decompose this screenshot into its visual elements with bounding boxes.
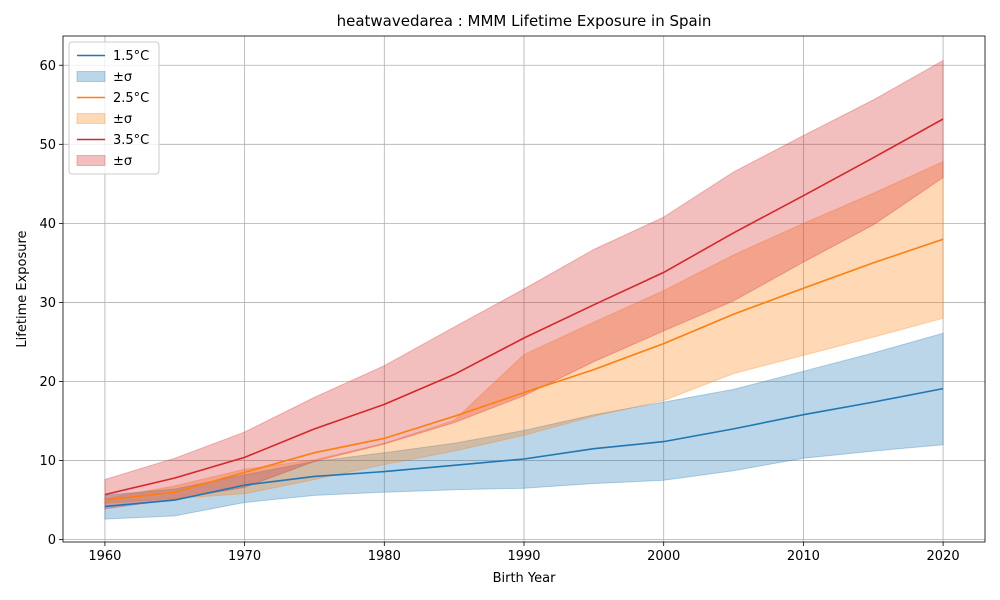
grid-layer [63,36,985,542]
legend-band-swatch [76,113,106,124]
chart-title: heatwavedarea : MMM Lifetime Exposure in… [337,12,712,30]
y-tick-label: 50 [39,138,56,153]
band-1-5-C [104,332,944,520]
legend-band-label: ±σ [113,154,132,169]
legend-band-label: ±σ [113,112,132,127]
y-tick-label: 0 [48,533,56,548]
legend-label: 3.5°C [113,133,149,148]
y-axis-title: Lifetime Exposure [15,230,30,347]
series-line-3-5-C [104,118,944,496]
y-tick-label: 20 [39,375,56,390]
x-tick-label: 1980 [368,549,401,564]
legend-box [68,41,160,175]
band-3-5-C [104,59,944,510]
series-line-2-5-C [104,238,944,501]
x-tick-label: 1970 [228,549,261,564]
y-tick-label: 30 [39,296,56,311]
legend: 1.5°C ±σ 2.5°C ±σ 3.5°C ±σ [68,41,160,175]
y-tick-label: 40 [39,217,56,232]
legend-label: 1.5°C [113,49,149,64]
x-tick-label: 2000 [647,549,680,564]
x-axis-title: Birth Year [493,571,557,586]
legend-label: 2.5°C [113,91,149,106]
series-line-1-5-C [104,387,944,508]
x-tick-label: 1960 [88,549,121,564]
line-layer [104,118,944,508]
y-tick-label: 10 [39,454,56,469]
tick-layer: 1960 1970 1980 1990 2000 2010 2020 0 10 20 30 40 50 6… [39,59,959,564]
y-tick-label: 60 [39,59,56,74]
legend-band-label: ±σ [113,70,132,85]
x-tick-label: 2020 [927,549,960,564]
legend-band-swatch [76,155,106,166]
x-tick-label: 1990 [507,549,540,564]
x-tick-label: 2010 [787,549,820,564]
legend-band-swatch [76,71,106,82]
band-layer [104,59,944,520]
